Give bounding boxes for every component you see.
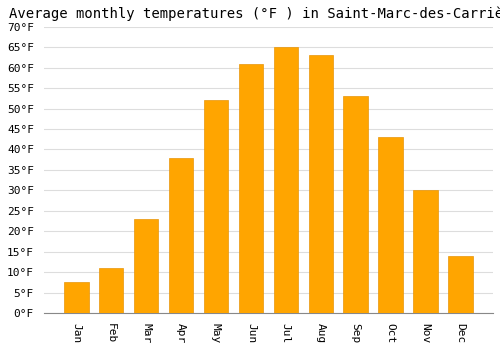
Title: Average monthly temperatures (°F ) in Saint-Marc-des-Carrières: Average monthly temperatures (°F ) in Sa… [8,7,500,21]
Bar [344,96,368,313]
Bar [64,282,88,313]
Bar [99,268,124,313]
Bar [308,55,333,313]
Bar [169,158,194,313]
Bar [274,47,298,313]
Bar [378,137,403,313]
Bar [204,100,228,313]
Bar [134,219,158,313]
Bar [414,190,438,313]
Bar [448,256,472,313]
Bar [238,64,263,313]
